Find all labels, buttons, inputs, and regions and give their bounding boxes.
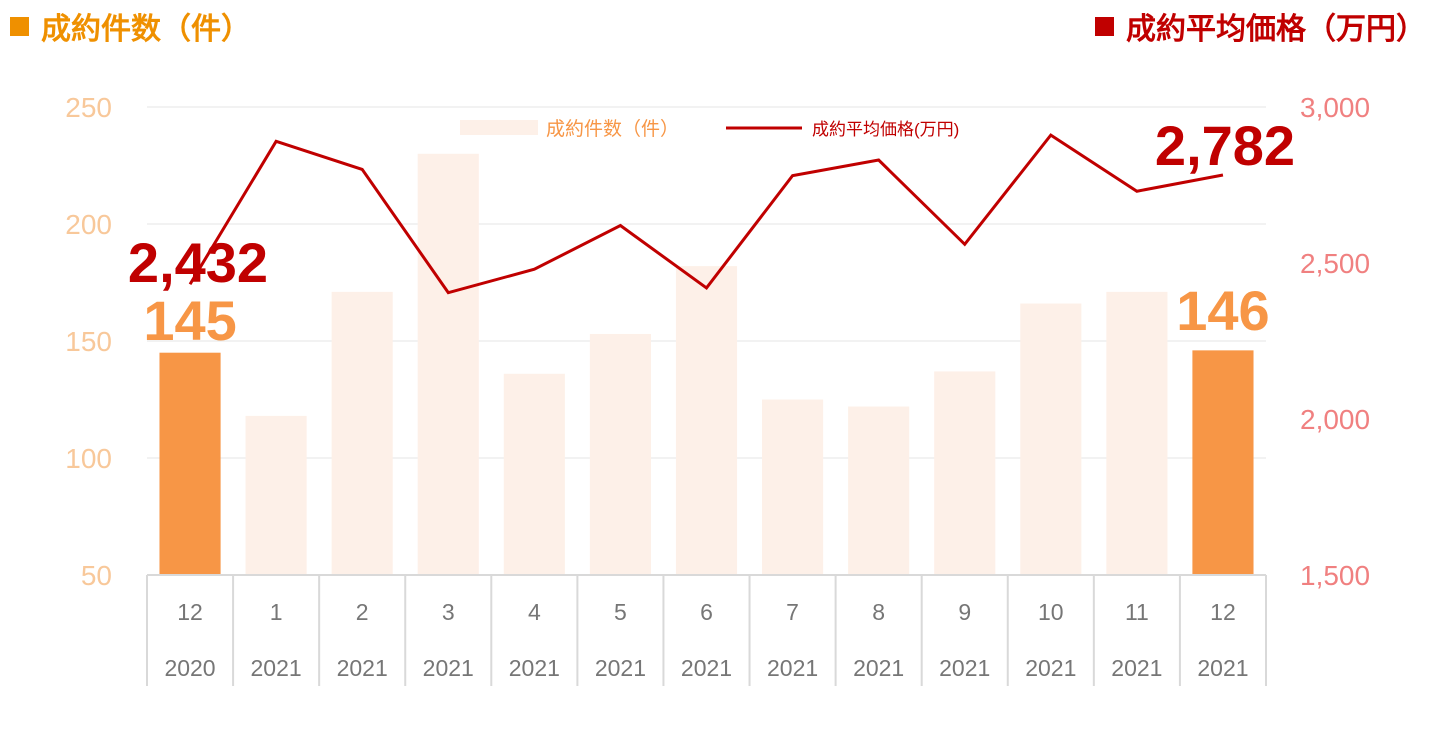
count-axis-header-label: 成約件数（件） — [41, 12, 251, 47]
category-year-label: 2021 — [681, 655, 732, 681]
category-year-label: 2021 — [423, 655, 474, 681]
count-bar — [331, 291, 393, 575]
count-bar — [848, 406, 910, 575]
category-year-label: 2021 — [595, 655, 646, 681]
price-axis-header-label: 成約平均価格（万円） — [1126, 12, 1426, 47]
left-axis-tick-label: 250 — [65, 92, 112, 123]
category-year-label: 2021 — [251, 655, 302, 681]
category-month-label: 7 — [786, 599, 799, 625]
count-bar — [589, 333, 651, 575]
category-month-label: 11 — [1125, 599, 1149, 625]
right-axis-tick-label: 2,000 — [1300, 404, 1370, 435]
category-month-label: 9 — [958, 599, 971, 625]
right-axis-tick-label: 1,500 — [1300, 560, 1370, 591]
left-axis-tick-label: 100 — [65, 443, 112, 474]
category-month-label: 8 — [872, 599, 885, 625]
category-month-label: 12 — [177, 599, 203, 625]
category-year-label: 2020 — [164, 655, 215, 681]
price-line — [188, 133, 1224, 295]
category-month-label: 6 — [700, 599, 713, 625]
category-year-label: 2021 — [509, 655, 560, 681]
left-axis-tick-label: 200 — [65, 209, 112, 240]
category-month-label: 3 — [442, 599, 455, 625]
category-year-label: 2021 — [767, 655, 818, 681]
count-bar — [1192, 350, 1254, 575]
category-month-label: 10 — [1038, 599, 1064, 625]
category-year-label: 2021 — [1025, 655, 1076, 681]
count-legend-square — [10, 17, 29, 36]
category-month-label: 5 — [614, 599, 627, 625]
count-bar — [762, 399, 824, 575]
category-year-label: 2021 — [337, 655, 388, 681]
category-month-label: 2 — [356, 599, 369, 625]
category-month-label: 12 — [1210, 599, 1236, 625]
count-bar — [1020, 303, 1082, 575]
category-year-label: 2021 — [1197, 655, 1248, 681]
annotation-price-first: 2,432 — [128, 231, 268, 294]
annotation-count-last: 146 — [1176, 279, 1269, 342]
category-year-label: 2021 — [939, 655, 990, 681]
left-axis-tick-label: 50 — [81, 560, 112, 591]
category-month-label: 1 — [270, 599, 283, 625]
annotation-price-last: 2,782 — [1155, 114, 1295, 177]
price-legend-square — [1095, 17, 1114, 36]
count-bar — [417, 153, 479, 576]
category-year-label: 2021 — [1111, 655, 1162, 681]
category-month-label: 4 — [528, 599, 541, 625]
legend-label-count: 成約件数（件） — [546, 118, 679, 140]
right-axis-tick-label: 3,000 — [1300, 92, 1370, 123]
annotation-count-first: 145 — [143, 289, 236, 352]
count-bar — [934, 371, 996, 575]
category-year-label: 2021 — [853, 655, 904, 681]
price-axis-header: 成約平均価格（万円） — [1095, 4, 1426, 48]
count-bar — [1106, 291, 1168, 575]
count-bar — [159, 352, 221, 575]
legend-swatch-count — [460, 120, 538, 135]
legend-label-price: 成約平均価格(万円) — [812, 120, 959, 139]
count-bar — [245, 415, 307, 575]
count-axis-header: 成約件数（件） — [10, 4, 251, 48]
right-axis-tick-label: 2,500 — [1300, 248, 1370, 279]
left-axis-tick-label: 150 — [65, 326, 112, 357]
count-bar — [503, 373, 565, 575]
count-bar — [675, 266, 738, 575]
